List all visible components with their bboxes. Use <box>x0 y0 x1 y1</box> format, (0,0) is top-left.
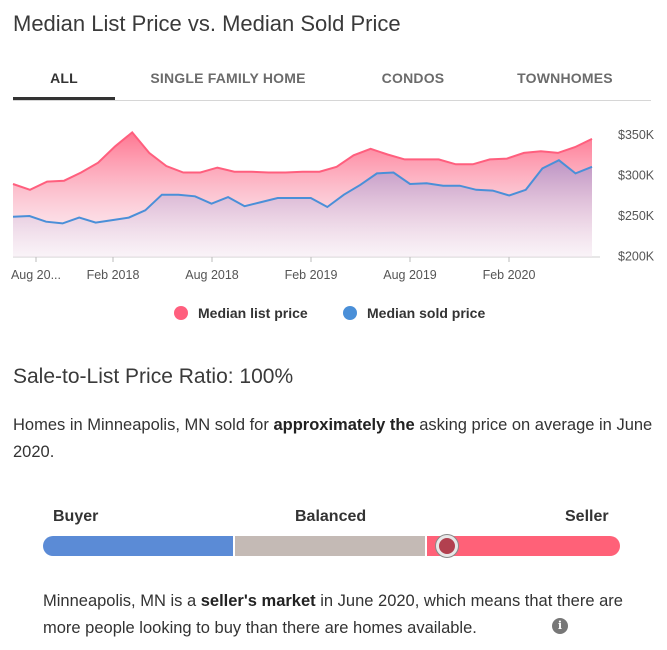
tab-single-family-home[interactable]: SINGLE FAMILY HOME <box>150 70 306 86</box>
x-tick-label: Aug 2018 <box>185 268 239 282</box>
market-bar-buyer <box>43 536 233 556</box>
line-sold-price <box>12 159 593 225</box>
market-summary: Minneapolis, MN is a seller's market in … <box>43 588 643 642</box>
x-tick-label: Aug 20... <box>11 268 61 282</box>
legend-item-list[interactable]: Median list price <box>174 303 308 323</box>
ratio-desc-bold: approximately the <box>273 416 415 434</box>
market-position-marker <box>436 535 458 557</box>
property-type-tabs: ALL SINGLE FAMILY HOME CONDOS TOWNHOMES <box>13 58 651 101</box>
chart-legend: Median list price Median sold price <box>0 303 667 325</box>
y-tick-label: $350K <box>618 128 655 142</box>
price-chart: $350K $300K $250K $200K Aug 20... Feb 2018 Aug… <box>11 128 655 282</box>
ratio-desc-post: asking price on average in June 2020. <box>13 416 653 461</box>
legend-item-sold[interactable]: Median sold price <box>343 303 485 323</box>
x-tick-label: Feb 2020 <box>483 268 536 282</box>
legend-label-list: Median list price <box>198 305 308 321</box>
y-tick-label: $250K <box>618 209 655 223</box>
line-list-price <box>12 130 593 191</box>
legend-dot-list <box>174 306 188 320</box>
x-tick-label: Feb 2018 <box>87 268 140 282</box>
market-summary-post: in June 2020, which means that there are… <box>43 592 623 637</box>
legend-label-sold: Median sold price <box>367 305 486 321</box>
tab-townhomes[interactable]: TOWNHOMES <box>517 70 613 86</box>
seller-label: Seller <box>565 508 609 525</box>
info-icon[interactable]: i <box>552 618 568 634</box>
chart-title: Median List Price vs. Median Sold Price <box>13 11 401 36</box>
market-bar-seller <box>427 536 620 556</box>
x-tick-label: Aug 2019 <box>383 268 437 282</box>
x-tick-label: Feb 2019 <box>285 268 338 282</box>
area-sold-price <box>13 160 592 257</box>
buyer-label: Buyer <box>53 508 99 525</box>
tab-condos[interactable]: CONDOS <box>381 70 445 86</box>
market-summary-bold: seller's market <box>200 592 316 610</box>
balanced-label: Balanced <box>295 508 367 525</box>
tab-all[interactable]: ALL <box>13 58 115 100</box>
ratio-desc-pre: Homes in Minneapolis, MN sold for <box>13 416 274 434</box>
market-bar-balanced <box>235 536 425 556</box>
ratio-title: Sale-to-List Price Ratio: 100% <box>13 365 294 388</box>
ratio-description: Homes in Minneapolis, MN sold for approx… <box>13 412 653 466</box>
legend-dot-sold <box>343 306 357 320</box>
y-tick-label: $200K <box>618 250 655 264</box>
market-summary-pre: Minneapolis, MN is a <box>43 592 201 610</box>
y-tick-label: $300K <box>618 169 655 183</box>
